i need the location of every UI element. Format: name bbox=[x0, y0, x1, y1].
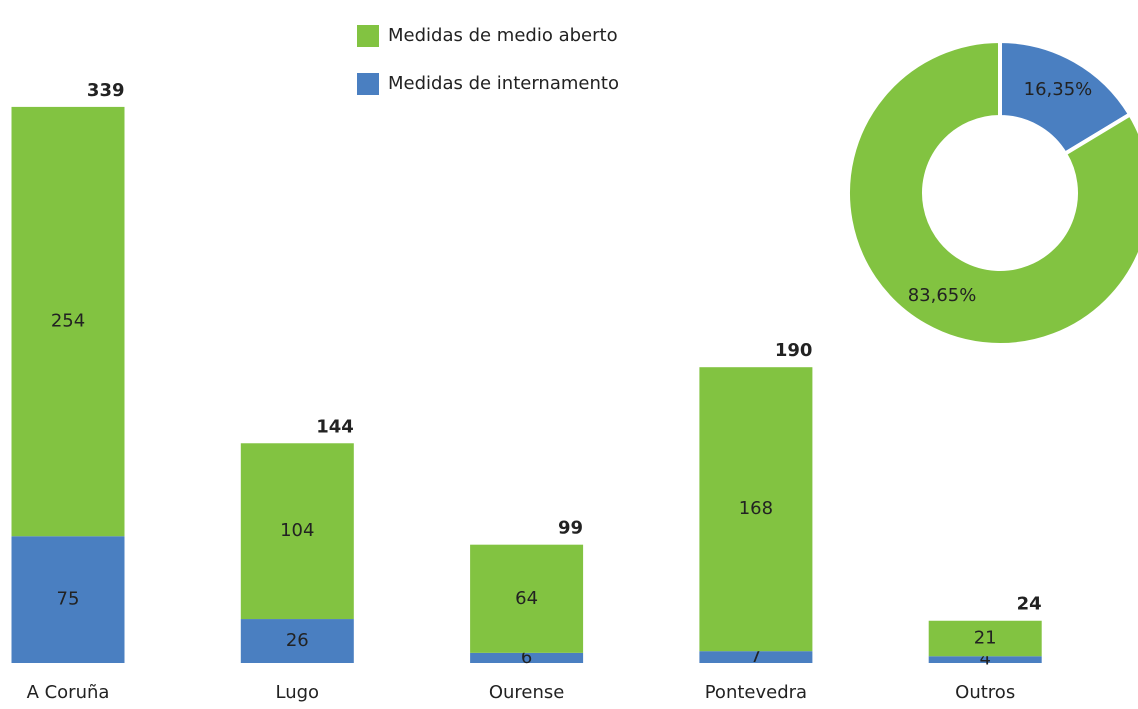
segment-label: 168 bbox=[739, 498, 773, 519]
segment-label: 104 bbox=[280, 520, 314, 541]
x-tick-label: A Coruña bbox=[27, 682, 110, 703]
segment-label: 75 bbox=[57, 589, 80, 610]
donut-slice bbox=[998, 38, 1133, 157]
legend-swatch bbox=[357, 73, 379, 95]
bar-segment bbox=[11, 536, 125, 663]
total-label: 190 bbox=[775, 340, 813, 361]
total-label: 144 bbox=[316, 416, 354, 437]
slice-label: 83,65% bbox=[908, 285, 977, 306]
bar-segment bbox=[11, 106, 125, 537]
legend-label: Medidas de medio aberto bbox=[388, 25, 618, 46]
x-tick-label: Lugo bbox=[276, 682, 320, 703]
bar-segment bbox=[470, 652, 584, 663]
total-label: 339 bbox=[87, 80, 125, 101]
bar-segment bbox=[470, 544, 584, 653]
x-tick-label: Outros bbox=[955, 682, 1015, 703]
bar-segment bbox=[240, 443, 354, 620]
bar-segment bbox=[928, 620, 1042, 657]
x-tick-label: Pontevedra bbox=[705, 682, 807, 703]
bar-segment bbox=[240, 619, 354, 663]
segment-label: 254 bbox=[51, 311, 85, 332]
bar-segment bbox=[928, 656, 1042, 663]
legend-swatch bbox=[357, 25, 379, 47]
segment-label: 26 bbox=[286, 630, 309, 651]
segment-label: 7 bbox=[750, 646, 761, 667]
donut-slice bbox=[846, 38, 1138, 347]
segment-label: 4 bbox=[979, 649, 990, 670]
segment-label: 21 bbox=[974, 627, 997, 648]
bar-segment bbox=[699, 367, 813, 652]
total-label: 24 bbox=[1017, 594, 1042, 615]
total-label: 99 bbox=[558, 518, 583, 539]
x-tick-label: Ourense bbox=[489, 682, 565, 703]
legend-label: Medidas de internamento bbox=[388, 73, 619, 94]
segment-label: 6 bbox=[521, 647, 532, 668]
segment-label: 64 bbox=[515, 588, 538, 609]
bar-segment bbox=[699, 651, 813, 663]
slice-label: 16,35% bbox=[1024, 79, 1093, 100]
